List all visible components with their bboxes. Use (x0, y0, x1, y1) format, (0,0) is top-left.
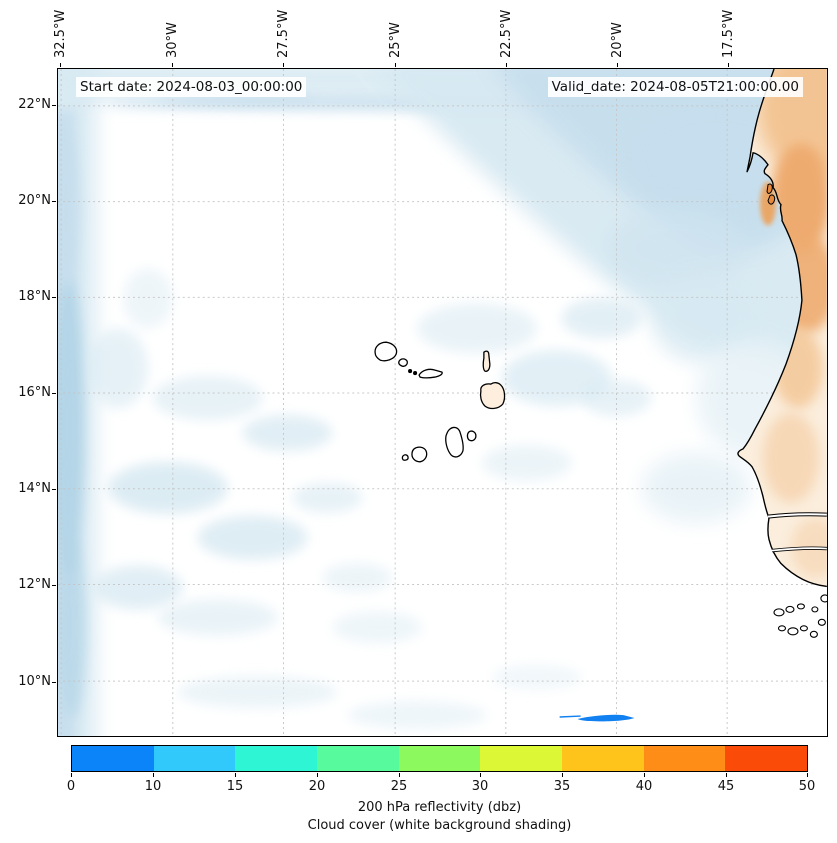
y-tick-mark (52, 105, 56, 106)
y-tick-label: 14°N (18, 481, 51, 496)
colorbar-tick (71, 773, 72, 777)
colorbar-tick-label: 40 (635, 779, 653, 794)
colorbar-tick (562, 773, 563, 777)
colorbar-tick-label: 50 (798, 779, 816, 794)
colorbar-segment (725, 746, 808, 771)
colorbar-tick (317, 773, 318, 777)
reflectivity-streak (559, 714, 635, 722)
colorbar-tick (235, 773, 236, 777)
island-maio (466, 430, 477, 442)
y-tick-mark (52, 201, 56, 202)
y-tick-mark (52, 393, 56, 394)
y-tick-label: 10°N (18, 674, 51, 689)
colorbar-tick-label: 25 (390, 779, 408, 794)
grid-layer (58, 69, 827, 736)
x-tick-label: 17.5°W (721, 9, 736, 58)
y-tick-mark (52, 489, 56, 490)
colorbar-tick (480, 773, 481, 777)
colorbar-tick (726, 773, 727, 777)
colorbar-tick (807, 773, 808, 777)
island-fogo (411, 446, 428, 463)
tidra-island (766, 183, 776, 205)
valid-date-annotation: Valid_date: 2024-08-05T21:00:00.00 (547, 77, 803, 97)
colorbar-segment (317, 746, 399, 771)
islet-dot (413, 371, 418, 376)
island-sal (482, 350, 491, 372)
island-santiago (445, 426, 464, 458)
colorbar-tick-label: 0 (66, 779, 76, 794)
colorbar-tick (153, 773, 154, 777)
map-svg (58, 69, 827, 736)
colorbar-tick (644, 773, 645, 777)
colorbar-segment (235, 746, 318, 771)
gambia-river (767, 512, 827, 519)
island-sao-vicente (398, 358, 408, 367)
colorbar-title: 200 hPa reflectivity (dbz) Cloud cover (… (71, 799, 808, 834)
x-tick-label: 22.5°W (499, 9, 514, 58)
colorbar-segment (643, 746, 726, 771)
y-tick-label: 22°N (18, 97, 51, 112)
x-tick-label: 32.5°W (53, 9, 68, 58)
y-tick-mark (52, 585, 56, 586)
x-tick-mark (60, 63, 61, 67)
x-tick-mark (617, 63, 618, 67)
x-tick-mark (395, 63, 396, 67)
x-tick-mark (172, 63, 173, 67)
island-brava (401, 454, 409, 461)
bijagos-islands (773, 594, 827, 638)
x-tick-label: 27.5°W (276, 9, 291, 58)
bay-orange-patch (760, 181, 776, 226)
colorbar-segment (72, 746, 154, 771)
plot-area: Start date: 2024-08-03_00:00:00 Valid_da… (57, 68, 828, 737)
island-santo-antao (374, 341, 398, 362)
colorbar-segment (562, 746, 644, 771)
colorbar-segment (153, 746, 236, 771)
colorbar-segment (480, 746, 563, 771)
x-tick-mark (506, 63, 507, 67)
colorbar-tick-label: 35 (553, 779, 571, 794)
x-tick-mark (283, 63, 284, 67)
colorbar-tick (399, 773, 400, 777)
y-tick-label: 16°N (18, 385, 51, 400)
colorbar-segment (398, 746, 481, 771)
colorbar-tick-label: 45 (717, 779, 735, 794)
colorbar-tick-label: 15 (226, 779, 244, 794)
casamance-river (771, 546, 827, 553)
y-tick-mark (52, 682, 56, 683)
y-tick-mark (52, 297, 56, 298)
cloud-shading-layer (58, 69, 827, 736)
island-sao-nicolau (418, 368, 443, 379)
start-date-annotation: Start date: 2024-08-03_00:00:00 (76, 77, 307, 97)
cape-verde-islands (374, 341, 506, 463)
colorbar (71, 745, 808, 772)
y-tick-label: 18°N (18, 289, 51, 304)
colorbar-title-line1: 200 hPa reflectivity (dbz) (357, 800, 522, 815)
island-boa-vista (479, 382, 506, 410)
x-tick-label: 25°W (388, 22, 403, 58)
y-tick-label: 12°N (18, 577, 51, 592)
islet-dot (408, 369, 413, 374)
africa-coastline (737, 69, 827, 588)
y-tick-label: 20°N (18, 193, 51, 208)
colorbar-title-line2: Cloud cover (white background shading) (307, 817, 572, 833)
x-tick-label: 30°W (165, 22, 180, 58)
x-tick-mark (728, 63, 729, 67)
x-tick-label: 20°W (610, 22, 625, 58)
colorbar-axis: 0 10 15 20 25 30 35 40 45 50 (67, 772, 815, 802)
colorbar-tick-label: 20 (308, 779, 326, 794)
colorbar-tick-label: 10 (144, 779, 162, 794)
colorbar-tick-label: 30 (471, 779, 489, 794)
